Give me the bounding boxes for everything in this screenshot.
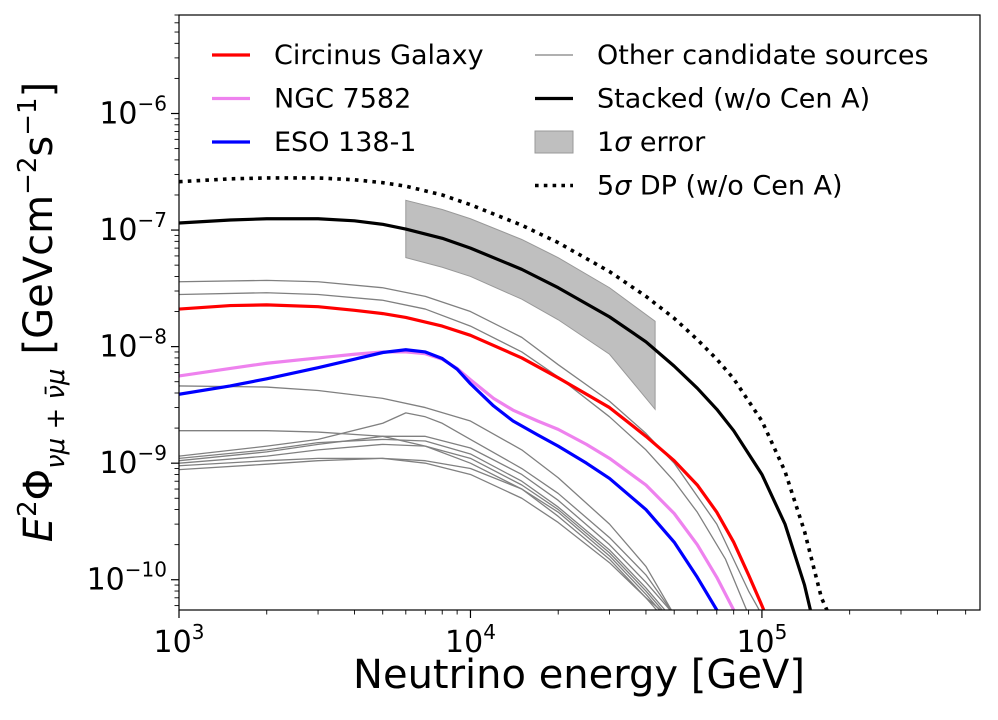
y-tick-label: 10−7: [99, 208, 167, 248]
series-line-circinus-galaxy: [179, 303, 766, 610]
legend: Circinus Galaxy NGC 7582 ESO 138-1 Other ca…: [212, 40, 929, 202]
other-source-line-4: [179, 430, 662, 610]
legend-swatch-band: [534, 130, 574, 154]
other-source-line-1: [179, 279, 760, 610]
series-line-ngc-7582: [179, 350, 736, 610]
legend-label-circinus: Circinus Galaxy: [274, 40, 484, 71]
legend-label-band: 1σ error: [597, 127, 706, 158]
series-line-stacked-w-o-cen-a: [179, 217, 813, 610]
legend-label-others: Other candidate sources: [597, 40, 929, 71]
x-tick-label: 104: [445, 620, 496, 660]
y-tick-label: 10−6: [99, 92, 167, 132]
other-source-line-5: [179, 412, 672, 610]
y-tick-label: 10−8: [99, 325, 167, 365]
legend-label-dp: 5σ DP (w/o Cen A): [597, 171, 843, 202]
error-band: [405, 199, 656, 411]
legend-label-stacked: Stacked (w/o Cen A): [597, 84, 870, 115]
other-source-line-9: [179, 457, 661, 610]
other-source-line-3: [179, 385, 673, 610]
series-line-eso-138-1: [179, 348, 719, 610]
other-source-line-2: [179, 292, 748, 610]
y-axis-title: E2Φνμ + ν̄μ[GeVcm−2s−1]: [13, 82, 71, 542]
other-source-line-8: [179, 457, 658, 610]
x-tick-label: 105: [736, 620, 787, 660]
other-source-line-10: [179, 438, 666, 610]
y-tick-label: 10−9: [99, 441, 167, 481]
legend-label-eso138: ESO 138-1: [274, 127, 417, 158]
other-source-line-7: [179, 443, 664, 610]
plot-frame: [178, 14, 981, 611]
other-source-line-6: [179, 435, 671, 610]
legend-label-ngc7582: NGC 7582: [274, 84, 411, 115]
y-tick-label: 10−10: [87, 558, 167, 598]
x-tick-label: 103: [154, 620, 205, 660]
x-axis-title: Neutrino energy [GeV]: [353, 652, 805, 698]
